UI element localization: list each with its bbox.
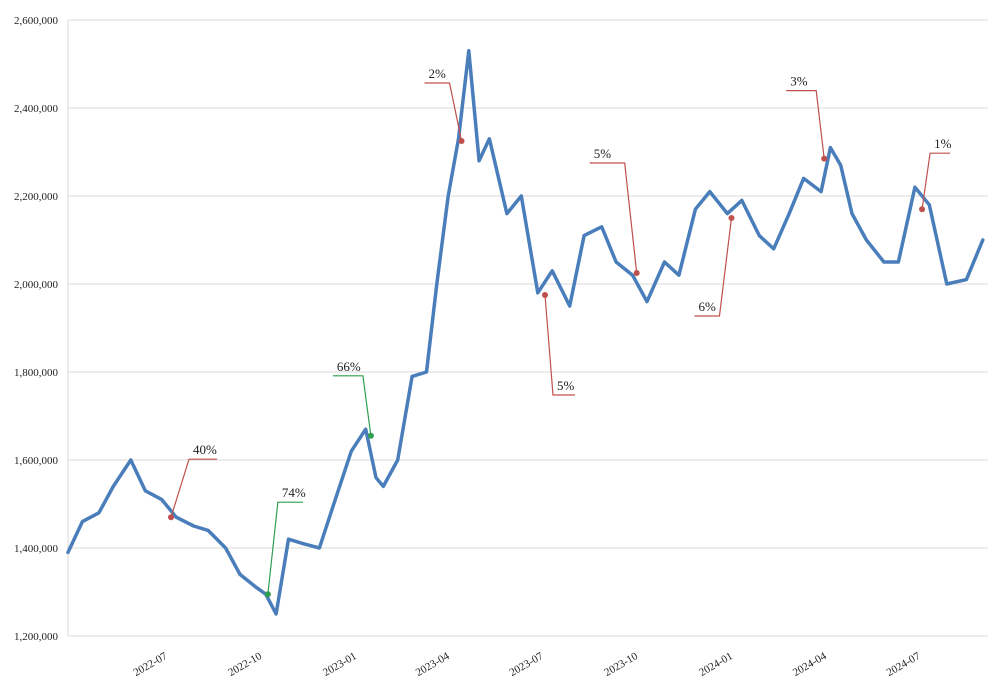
annotation-label: 66%	[337, 359, 361, 374]
annotation-label: 74%	[282, 485, 306, 500]
annotation-leader	[786, 89, 825, 159]
annotation-leader	[589, 162, 638, 274]
annotations: 40% 74% 66% 2% 5% 5% 6% 3% 1%	[168, 66, 952, 598]
annotation-marker	[458, 138, 465, 144]
annotation-marker	[541, 292, 548, 298]
annotation-label: 1%	[934, 136, 952, 151]
annotation-marker	[168, 514, 175, 521]
x-tick-label: 2024-04	[791, 650, 829, 679]
annotation-marker	[264, 591, 271, 598]
annotation-marker	[367, 432, 374, 439]
annotation-leader	[694, 217, 733, 317]
x-tick-label: 2024-07	[885, 650, 923, 679]
y-tick-label: 1,400,000	[14, 543, 59, 555]
annotation-marker	[919, 206, 926, 213]
x-tick-label: 2023-07	[508, 650, 546, 679]
annotation-label: 5%	[594, 146, 612, 161]
annotation-label: 2%	[429, 66, 447, 81]
annotation-marker	[728, 215, 735, 221]
y-tick-label: 2,000,000	[14, 279, 59, 291]
annotation-marker	[633, 270, 640, 276]
series-line	[66, 49, 985, 616]
y-tick-label: 2,600,000	[14, 15, 59, 27]
y-tick-label: 1,200,000	[14, 631, 59, 643]
x-tick-label: 2022-07	[131, 650, 169, 679]
y-axis: 1,200,000 1,400,000 1,600,000 1,800,000 2,00…	[14, 15, 69, 643]
annotation-leader	[170, 458, 218, 518]
y-tick-label: 1,600,000	[14, 455, 59, 467]
plot-area	[66, 49, 985, 616]
gridlines	[68, 19, 988, 637]
x-tick-label: 2023-10	[602, 650, 640, 679]
annotation-label: 3%	[790, 74, 808, 89]
annotation-leader	[544, 294, 575, 396]
y-tick-label: 1,800,000	[14, 367, 59, 379]
annotation-label: 6%	[698, 299, 716, 314]
x-tick-label: 2022-10	[226, 650, 264, 679]
x-axis: 2022-07 2022-10 2023-01 2023-04 2023-07 2023-…	[131, 650, 922, 679]
annotation-leader	[424, 82, 463, 142]
y-tick-label: 2,200,000	[14, 191, 59, 203]
annotation-leader	[267, 501, 303, 595]
y-tick-label: 2,400,000	[14, 103, 59, 115]
annotation-label: 40%	[193, 442, 217, 457]
x-tick-label: 2024-01	[697, 650, 735, 679]
annotation-label: 5%	[557, 378, 575, 393]
x-tick-label: 2023-01	[321, 650, 359, 679]
annotation-leader	[332, 375, 372, 436]
x-tick-label: 2023-04	[414, 650, 452, 679]
annotation-marker	[821, 155, 828, 162]
annotation-leader	[921, 152, 951, 210]
